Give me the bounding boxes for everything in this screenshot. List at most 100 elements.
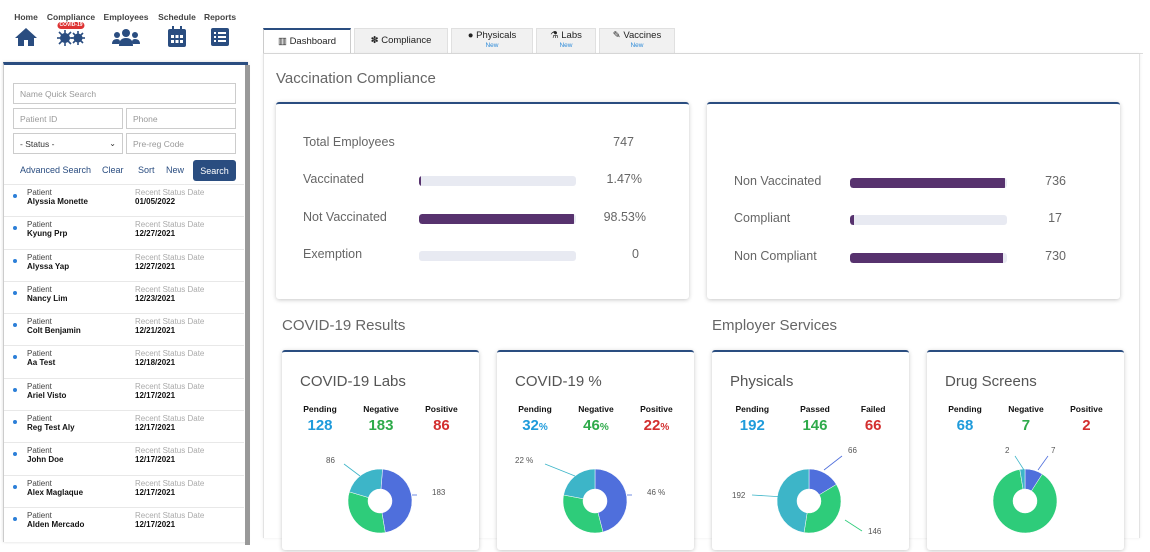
nav-reports[interactable]: Reports [202, 12, 238, 48]
home-icon [14, 26, 38, 48]
search-button[interactable]: Search [193, 160, 236, 181]
status-dot [13, 484, 17, 489]
patient-row[interactable]: Patient Aa Test Recent Status Date 12/18… [4, 345, 244, 377]
tab-dashboard-label: Dashboard [289, 35, 337, 47]
not-vaccinated-label: Not Vaccinated [303, 210, 387, 224]
stat-label: Negative [578, 404, 614, 414]
patient-row[interactable]: Patient Alden Mercado Recent Status Date… [4, 506, 244, 539]
tab-bar: ▥ Dashboard ✽ Compliance ● Physicals New… [263, 28, 675, 53]
patient-sidebar: Name Quick Search Patient ID Phone - Sta… [3, 62, 250, 545]
name-search-input[interactable]: Name Quick Search [13, 83, 236, 104]
slice-label-line [1014, 455, 1025, 471]
bar-fill [419, 176, 422, 186]
patient-row[interactable]: Patient Nancy Lim Recent Status Date 12/… [4, 280, 244, 313]
patient-label: Patient [27, 220, 52, 230]
status-date: 12/17/2021 [135, 487, 176, 497]
clear-button[interactable]: Clear [102, 165, 124, 175]
result-card: COVID-19 % Pending 32% Negative 46% Posi… [497, 350, 694, 550]
nav-reports-label: Reports [203, 12, 237, 22]
patient-name: Kyung Prp [27, 229, 68, 239]
stat-label: Negative [363, 404, 399, 414]
stat-negative: Negative 183 [363, 404, 398, 434]
non-compliant-value: 730 [1045, 249, 1066, 263]
tab-labs-new: New [559, 42, 573, 49]
advanced-search-button[interactable]: Advanced Search [20, 165, 92, 175]
patient-row[interactable]: Patient Alex Maglaque Recent Status Date… [4, 474, 244, 507]
compliant-label: Compliant [734, 211, 791, 225]
tab-vaccines-label: Vaccines [623, 30, 662, 41]
patient-row[interactable]: Patient Colt Benjamin Recent Status Date… [4, 313, 244, 345]
slice-label: 46 % [647, 488, 665, 497]
status-date: 12/27/2021 [135, 261, 176, 271]
stat-label: Pending [303, 404, 337, 414]
patient-row[interactable]: Patient Kyung Prp Recent Status Date 12/… [4, 216, 244, 248]
nav-employees[interactable]: Employees [100, 12, 152, 48]
patient-row[interactable]: Patient Alyssa Yap Recent Status Date 12… [4, 248, 244, 281]
stat-number: 128 [307, 417, 333, 434]
card-title: Physicals [730, 373, 794, 390]
stat-number: 66 [864, 417, 882, 434]
donut-chart: 72 [992, 446, 1058, 534]
nav-schedule[interactable]: Schedule [152, 12, 202, 48]
donut-slice [594, 468, 628, 533]
tab-physicals[interactable]: ● Physicals New [451, 28, 533, 53]
stat-value: 32% [522, 417, 548, 434]
status-date: 12/18/2021 [135, 358, 176, 368]
new-button[interactable]: New [166, 165, 185, 175]
chart-icon: ▥ [277, 35, 290, 47]
patient-row[interactable]: Patient Ariel Visto Recent Status Date 1… [4, 377, 244, 410]
tab-labs[interactable]: ⚗ Labs New [536, 28, 596, 53]
sort-button[interactable]: Sort [138, 165, 155, 175]
donut-chart: 66 146 192 [732, 446, 882, 536]
not-vaccinated-value: 98.53% [603, 210, 646, 224]
patient-row[interactable]: Patient Alyssia Monette Recent Status Da… [4, 184, 244, 216]
phone-input[interactable]: Phone [126, 108, 236, 129]
status-select[interactable]: - Status - ⌄ [13, 133, 123, 154]
prereg-code-input[interactable]: Pre-reg Code [126, 133, 236, 154]
sidebar-scrollbar[interactable] [245, 65, 250, 545]
donut-slice [349, 468, 383, 498]
list-icon [210, 26, 230, 48]
stat-value: 192 [740, 417, 765, 434]
patient-row[interactable]: Patient John Doe Recent Status Date 12/1… [4, 442, 244, 474]
bar-fill [850, 215, 854, 225]
tab-compliance[interactable]: ✽ Compliance [354, 28, 448, 53]
status-date: 12/17/2021 [135, 390, 176, 400]
tab-vaccines[interactable]: ✎ Vaccines New [599, 28, 675, 53]
status-dot [13, 516, 17, 521]
patient-id-input[interactable]: Patient ID [13, 108, 123, 129]
status-date-label: Recent Status Date [135, 284, 205, 294]
patient-row[interactable]: Patient Reg Test Aly Recent Status Date … [4, 410, 244, 442]
non-vaccinated-value: 736 [1045, 174, 1066, 188]
status-date-label: Recent Status Date [135, 220, 205, 230]
tab-dashboard[interactable]: ▥ Dashboard [263, 28, 351, 53]
stat-negative: Negative 7 [1008, 404, 1043, 434]
patient-label: Patient [27, 510, 52, 520]
stat-value: 22% [644, 417, 670, 434]
status-date-label: Recent Status Date [135, 478, 205, 488]
status-dot [13, 387, 17, 392]
donut-slice [562, 494, 604, 534]
bar-fill [850, 178, 1005, 188]
tab-divider [263, 53, 1143, 54]
nav-home[interactable]: Home [10, 12, 42, 48]
stat-value: 128 [307, 417, 332, 434]
tab-compliance-label: Compliance [381, 35, 432, 46]
patient-name: Aa Test [27, 358, 56, 368]
status-date-label: Recent Status Date [135, 252, 205, 262]
status-date: 12/27/2021 [135, 229, 176, 239]
patient-label: Patient [27, 349, 52, 359]
top-nav: Home Compliance COVID-19 Employees Sched… [10, 12, 238, 48]
status-date-label: Recent Status Date [135, 414, 205, 424]
status-dot [13, 323, 17, 328]
not-vaccinated-bar [419, 214, 576, 224]
donut-slice [347, 491, 386, 534]
stat-value: 146 [802, 417, 827, 434]
status-date: 12/21/2021 [135, 326, 176, 336]
covid-badge: COVID-19 [57, 22, 85, 29]
stat-unit: % [660, 422, 670, 433]
nav-compliance[interactable]: Compliance COVID-19 [42, 12, 100, 48]
stat-failed: Failed 66 [861, 404, 886, 434]
patient-label: Patient [27, 414, 52, 424]
donut-slice [803, 484, 842, 534]
